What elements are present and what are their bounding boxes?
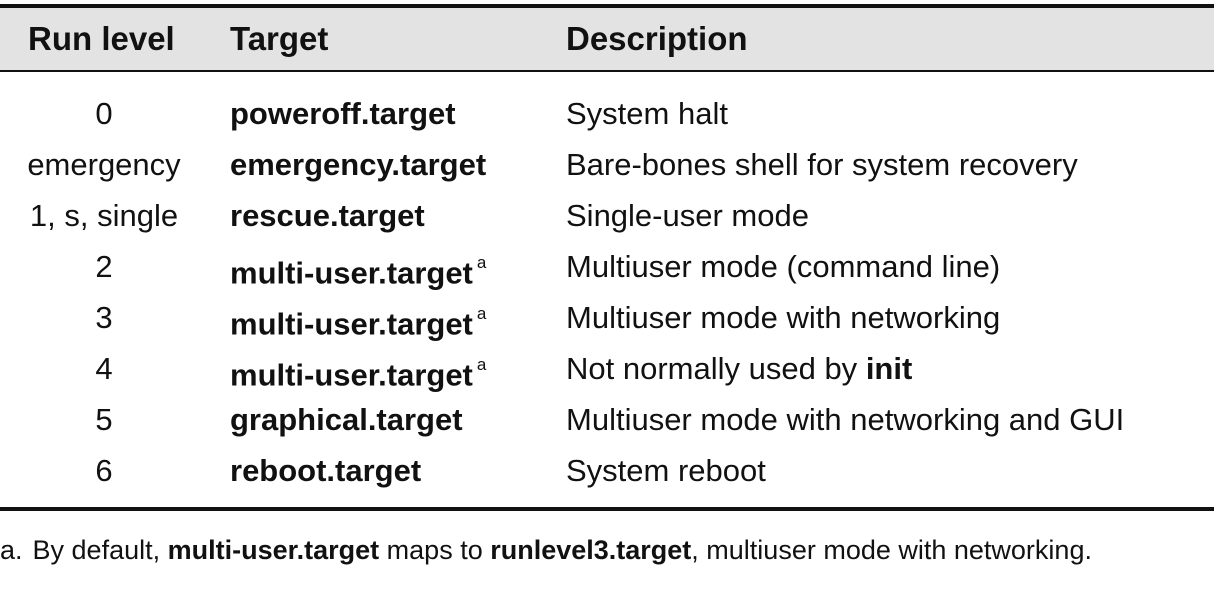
- footnote-text: By default,: [32, 535, 168, 565]
- table-row: 2 multi-user.target a Multiuser mode (com…: [0, 241, 1214, 292]
- cell-description: Multiuser mode (command line): [566, 249, 1001, 284]
- table-row: 4 multi-user.target a Not normally used b…: [0, 343, 1214, 394]
- cell-run-level: emergency: [27, 147, 181, 182]
- target-name: emergency.target: [230, 147, 487, 182]
- footnote-text: , multiuser mode with networking.: [691, 535, 1092, 565]
- table-footnote: a. By default, multi-user.target maps to …: [0, 532, 1092, 568]
- target-name: poweroff.target: [230, 96, 456, 131]
- header-description: Description: [566, 20, 748, 57]
- cell-description: Multiuser mode with networking: [566, 300, 1001, 335]
- target-name: reboot.target: [230, 453, 422, 488]
- cell-run-level: 4: [95, 351, 113, 386]
- header-target: Target: [230, 20, 329, 57]
- description-text: Not normally used by: [566, 351, 866, 386]
- cell-run-level: 5: [95, 402, 113, 437]
- footnote-target: multi-user.target: [167, 535, 380, 565]
- table-top-rule: [0, 4, 1214, 8]
- cell-run-level: 2: [95, 249, 113, 284]
- cell-target: graphical.target: [230, 394, 463, 445]
- cell-run-level: 0: [95, 96, 113, 131]
- cell-target: multi-user.target a: [230, 241, 486, 292]
- footnote-ref: a: [476, 253, 487, 272]
- cell-description: Not normally used by init: [566, 343, 912, 394]
- cell-target: emergency.target: [230, 139, 486, 190]
- header-run-level: Run level: [28, 20, 175, 57]
- table-header-row: Run level Target Description: [0, 8, 1214, 72]
- table-body: 0 poweroff.target System halt emergency …: [0, 72, 1214, 496]
- footnote-ref: a: [476, 355, 487, 374]
- target-name: multi-user.target: [230, 357, 473, 393]
- cell-description: Bare-bones shell for system recovery: [566, 147, 1078, 182]
- footnote-mark: a.: [0, 535, 23, 565]
- table-row: 5 graphical.target Multiuser mode with n…: [0, 394, 1214, 445]
- target-name: multi-user.target: [230, 306, 473, 342]
- cell-description: Single-user mode: [566, 198, 809, 233]
- footnote-ref: a: [476, 304, 487, 323]
- cell-target: multi-user.target a: [230, 343, 486, 394]
- cell-target: reboot.target: [230, 445, 421, 496]
- table-bottom-rule: [0, 507, 1214, 511]
- cell-run-level: 3: [95, 300, 113, 335]
- cell-description: System halt: [566, 96, 728, 131]
- table-row: 0 poweroff.target System halt: [0, 88, 1214, 139]
- cell-description: Multiuser mode with networking and GUI: [566, 402, 1125, 437]
- footnote-text: maps to: [379, 535, 491, 565]
- description-command: init: [865, 351, 913, 386]
- table-row: 1, s, single rescue.target Single-user m…: [0, 190, 1214, 241]
- cell-target: multi-user.target a: [230, 292, 486, 343]
- cell-run-level: 1, s, single: [29, 198, 179, 233]
- footnote-target: runlevel3.target: [490, 535, 692, 565]
- target-name: multi-user.target: [230, 255, 473, 291]
- cell-run-level: 6: [95, 453, 113, 488]
- runlevel-table: Run level Target Description 0 poweroff.…: [0, 4, 1214, 511]
- table-row: emergency emergency.target Bare-bones sh…: [0, 139, 1214, 190]
- cell-description: System reboot: [566, 453, 766, 488]
- cell-target: rescue.target: [230, 190, 425, 241]
- table-row: 6 reboot.target System reboot: [0, 445, 1214, 496]
- target-name: graphical.target: [230, 402, 463, 437]
- table-row: 3 multi-user.target a Multiuser mode with…: [0, 292, 1214, 343]
- target-name: rescue.target: [230, 198, 425, 233]
- cell-target: poweroff.target: [230, 88, 456, 139]
